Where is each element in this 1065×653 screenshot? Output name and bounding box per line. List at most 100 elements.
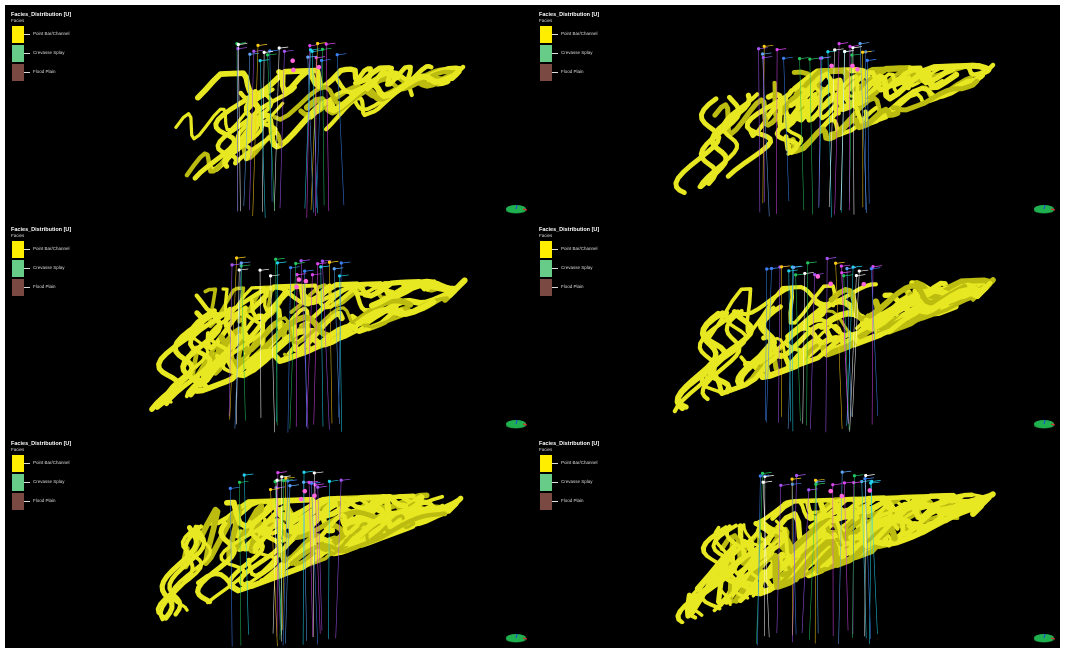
3d-viewport-realization-4[interactable]: Facies_Distribution [U] Facies Point Bar… xyxy=(533,219,1060,434)
well-trajectory[interactable] xyxy=(336,54,345,206)
well-head-marker[interactable] xyxy=(332,266,336,270)
well-head-marker[interactable] xyxy=(860,50,865,54)
well-trajectory[interactable] xyxy=(802,272,806,424)
well-head-marker[interactable] xyxy=(839,263,843,268)
well-head-marker[interactable] xyxy=(294,261,298,265)
well-head-marker[interactable] xyxy=(818,56,823,60)
well-head-marker[interactable] xyxy=(316,41,320,46)
highlighted-well-marker[interactable] xyxy=(867,488,873,493)
well-trajectory[interactable] xyxy=(307,57,314,213)
3d-viewport-realization-6[interactable]: Facies_Distribution [U] Facies Point Bar… xyxy=(533,434,1060,648)
well-head-marker[interactable] xyxy=(303,269,307,273)
well-trajectory[interactable] xyxy=(322,260,330,430)
well-head-marker[interactable] xyxy=(792,265,796,269)
well-trajectory[interactable] xyxy=(762,46,765,204)
well-trajectory[interactable] xyxy=(852,475,855,639)
well-head-marker[interactable] xyxy=(790,477,794,481)
facies-3d-scene[interactable] xyxy=(533,434,1060,648)
well-trajectory[interactable] xyxy=(229,257,237,420)
highlighted-well-marker[interactable] xyxy=(291,67,296,73)
highlighted-well-marker[interactable] xyxy=(829,63,834,69)
well-head-marker[interactable] xyxy=(794,272,798,276)
well-trajectory[interactable] xyxy=(267,54,275,211)
well-head-marker[interactable] xyxy=(320,47,324,51)
well-trajectory[interactable] xyxy=(228,264,233,416)
channel-body[interactable] xyxy=(180,308,223,397)
highlighted-well-marker[interactable] xyxy=(298,496,304,502)
well-head-marker[interactable] xyxy=(762,44,766,48)
3d-viewport-realization-1[interactable]: Facies_Distribution [U] Facies Point Bar… xyxy=(5,5,532,219)
channel-body[interactable] xyxy=(774,87,820,156)
well-head-marker[interactable] xyxy=(779,264,784,268)
well-head-marker[interactable] xyxy=(282,478,286,483)
well-head-marker[interactable] xyxy=(808,57,812,61)
well-head-marker[interactable] xyxy=(310,272,315,276)
channel-body[interactable] xyxy=(218,296,414,369)
well-trajectory[interactable] xyxy=(287,267,291,433)
well-trajectory[interactable] xyxy=(249,51,255,210)
channel-body[interactable] xyxy=(200,305,237,391)
well-head-marker[interactable] xyxy=(299,258,303,262)
well-head-marker[interactable] xyxy=(236,46,240,51)
channel-body[interactable] xyxy=(233,84,298,166)
channel-body[interactable] xyxy=(675,525,728,625)
channel-body[interactable] xyxy=(349,500,459,545)
well-trajectory[interactable] xyxy=(275,258,278,425)
well-trajectory[interactable] xyxy=(778,266,781,423)
well-trajectory[interactable] xyxy=(756,473,763,644)
well-head-marker[interactable] xyxy=(803,271,807,275)
channel-body[interactable] xyxy=(155,524,204,620)
well-trajectory[interactable] xyxy=(306,45,311,218)
well-head-marker[interactable] xyxy=(854,273,859,277)
well-head-marker[interactable] xyxy=(837,42,841,46)
well-head-marker[interactable] xyxy=(795,473,799,478)
facies-3d-scene[interactable] xyxy=(533,220,1060,434)
3d-viewport-realization-3[interactable]: Facies_Distribution [U] Facies Point Bar… xyxy=(5,219,532,434)
well-trajectory[interactable] xyxy=(320,266,324,427)
well-head-marker[interactable] xyxy=(779,483,783,487)
well-head-marker[interactable] xyxy=(845,266,849,270)
highlighted-well-marker[interactable] xyxy=(302,488,308,494)
well-trajectory[interactable] xyxy=(234,262,242,428)
well-trajectory[interactable] xyxy=(776,49,778,214)
well-trajectory[interactable] xyxy=(864,478,872,639)
well-trajectory[interactable] xyxy=(852,270,860,417)
axis-orientation-icon[interactable] xyxy=(504,203,528,215)
well-head-marker[interactable] xyxy=(814,482,818,486)
well-head-marker[interactable] xyxy=(765,266,769,271)
well-head-marker[interactable] xyxy=(324,42,328,46)
well-trajectory[interactable] xyxy=(766,267,772,423)
well-head-marker[interactable] xyxy=(307,480,311,484)
channel-body[interactable] xyxy=(732,525,898,604)
facies-3d-scene[interactable] xyxy=(533,5,1060,219)
well-head-marker[interactable] xyxy=(797,56,802,61)
well-trajectory[interactable] xyxy=(282,480,289,646)
well-trajectory[interactable] xyxy=(801,489,810,634)
well-trajectory[interactable] xyxy=(239,482,242,646)
well-trajectory[interactable] xyxy=(314,484,321,634)
channel-body[interactable] xyxy=(863,283,989,331)
well-trajectory[interactable] xyxy=(776,485,782,634)
well-trajectory[interactable] xyxy=(848,46,851,211)
well-trajectory[interactable] xyxy=(295,274,298,427)
channel-body[interactable] xyxy=(738,520,786,596)
well-trajectory[interactable] xyxy=(806,262,809,425)
channel-body[interactable] xyxy=(861,504,969,549)
well-trajectory[interactable] xyxy=(783,58,790,202)
well-trajectory[interactable] xyxy=(304,270,307,427)
well-trajectory[interactable] xyxy=(304,49,311,209)
well-trajectory[interactable] xyxy=(261,52,265,212)
well-trajectory[interactable] xyxy=(846,267,852,416)
highlighted-well-marker[interactable] xyxy=(815,273,821,279)
well-trajectory[interactable] xyxy=(240,265,246,421)
well-head-marker[interactable] xyxy=(234,255,239,260)
well-head-marker[interactable] xyxy=(337,273,342,278)
well-head-marker[interactable] xyxy=(757,47,761,51)
well-trajectory[interactable] xyxy=(311,51,318,214)
well-head-marker[interactable] xyxy=(228,486,232,490)
well-trajectory[interactable] xyxy=(317,487,323,631)
channel-body[interactable] xyxy=(788,65,957,108)
well-head-marker[interactable] xyxy=(242,473,246,477)
well-trajectory[interactable] xyxy=(849,55,853,204)
axis-orientation-icon[interactable] xyxy=(1032,418,1056,430)
